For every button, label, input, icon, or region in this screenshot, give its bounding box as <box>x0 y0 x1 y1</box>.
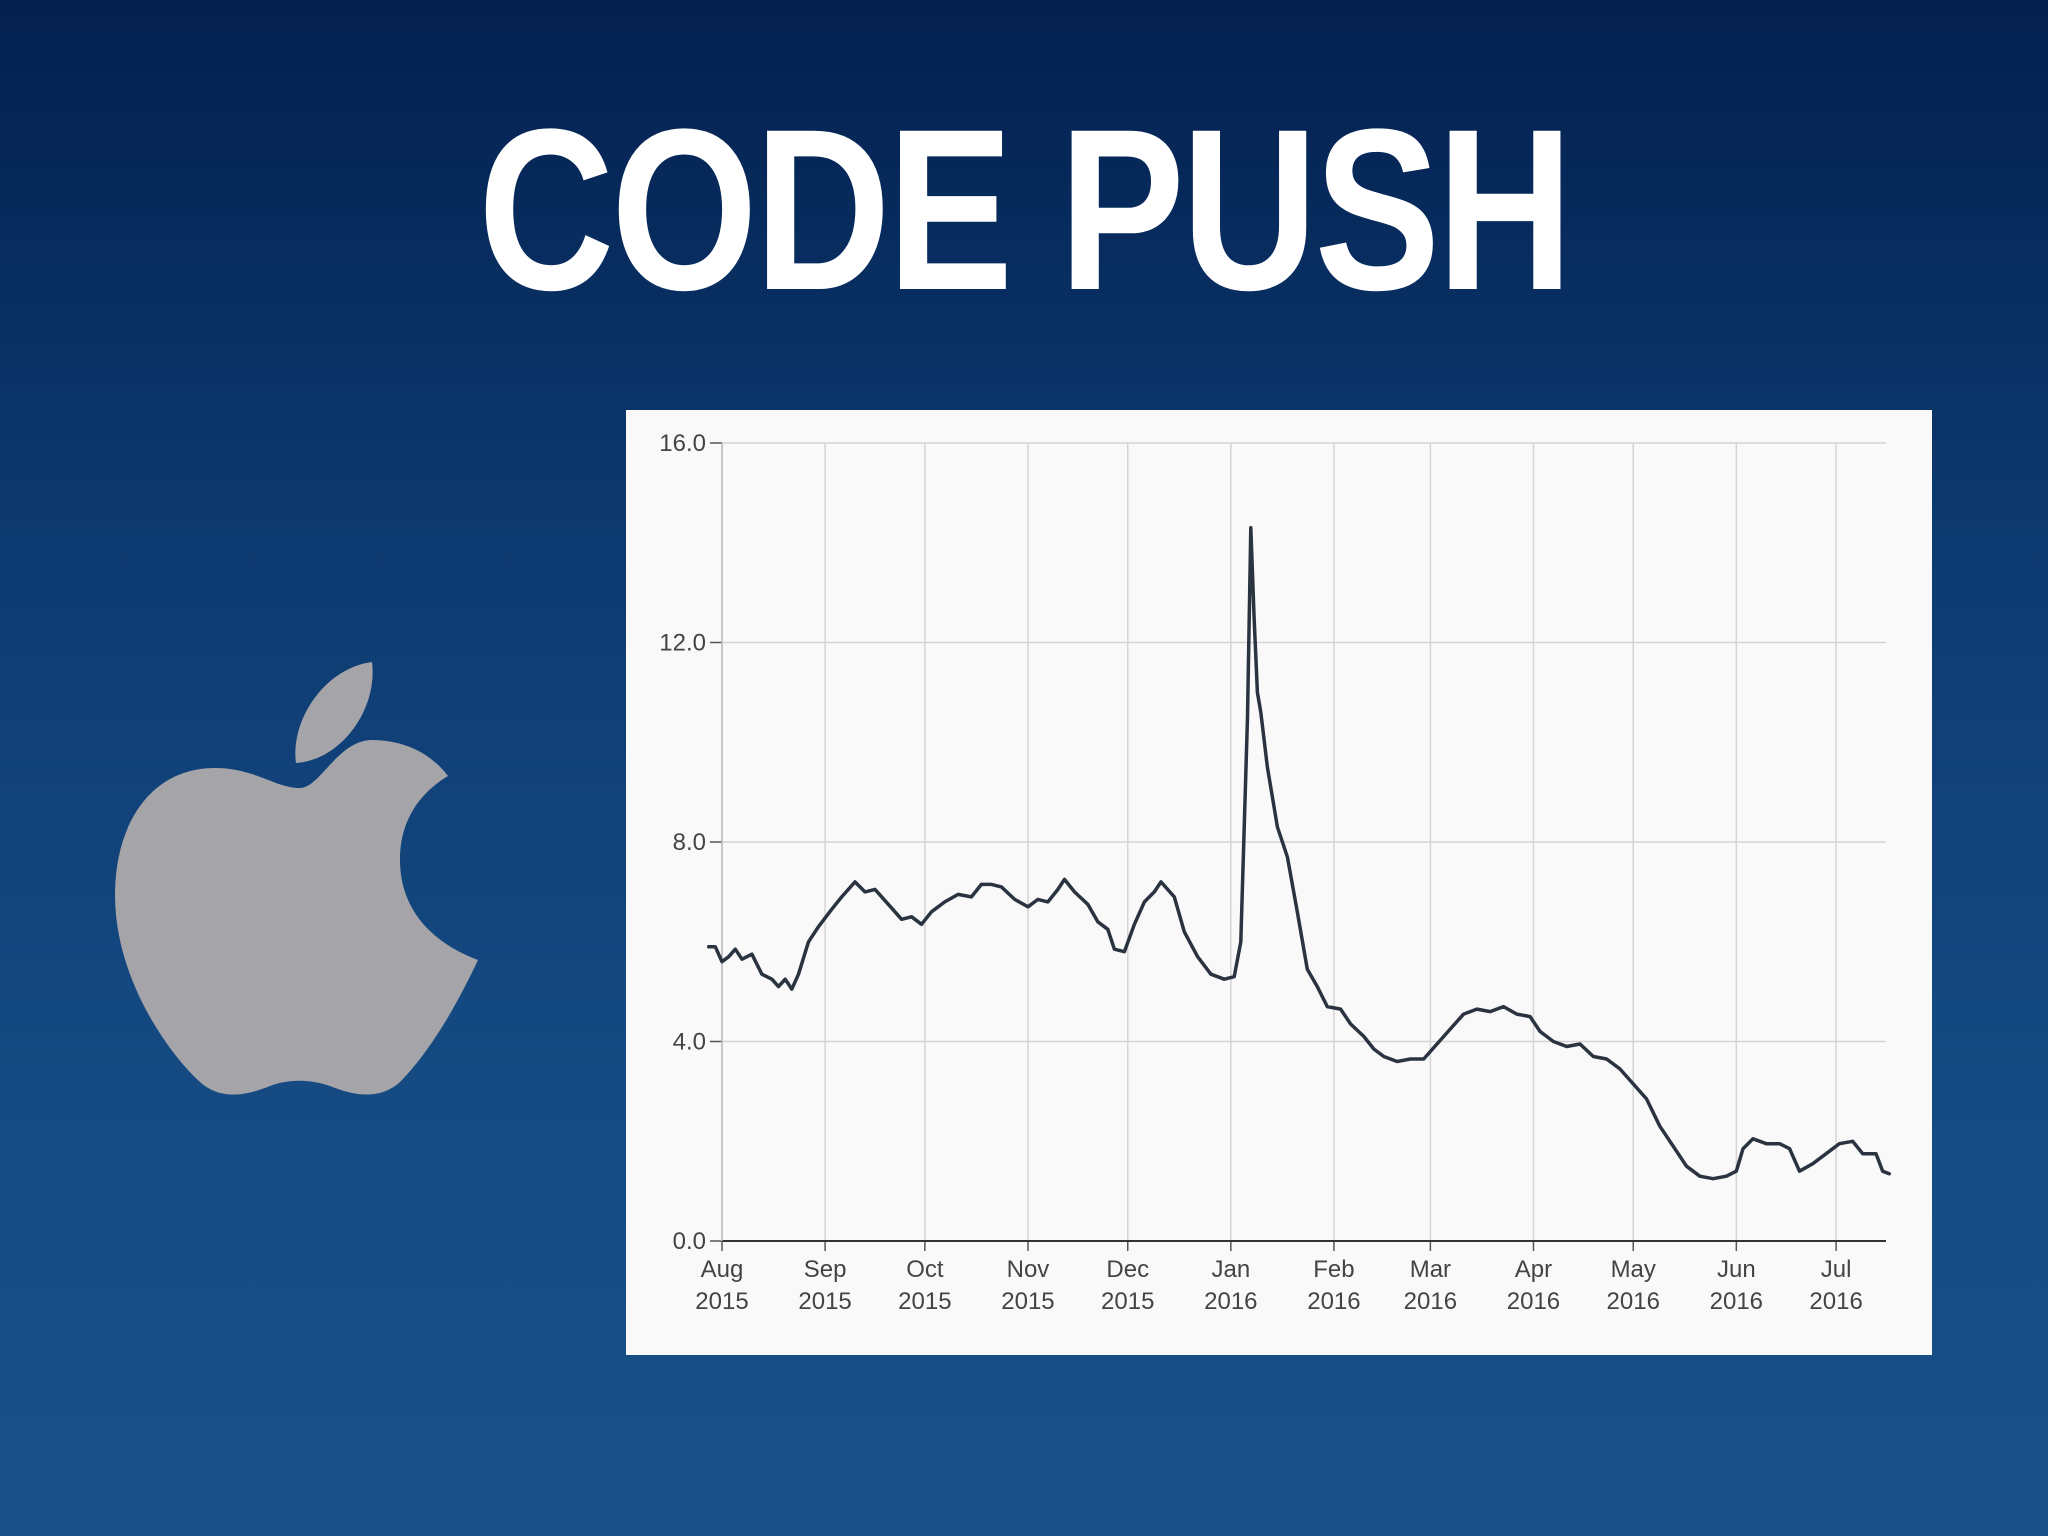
x-tick-label-year: 2015 <box>798 1288 851 1315</box>
apple-logo-body <box>115 740 478 1095</box>
axis-layer: 0.0 4.0 8.0 12.0 16.0 Aug 2015 Sep 2015 Oct 2015 No… <box>659 430 1886 1315</box>
x-tick-label-month: Dec <box>1106 1256 1149 1283</box>
series-line <box>706 526 1892 1181</box>
x-tick-label-month: Feb <box>1313 1256 1354 1283</box>
y-tick-label: 12.0 <box>659 630 706 657</box>
apple-logo-leaf <box>295 662 373 763</box>
x-tick-label-month: Jun <box>1717 1256 1756 1283</box>
x-tick-label-month: Apr <box>1515 1256 1552 1283</box>
x-tick-label-month: Jul <box>1821 1256 1852 1283</box>
apple-logo-icon <box>115 662 478 1095</box>
x-tick-label-year: 2015 <box>1101 1288 1154 1315</box>
x-tick-label-year: 2016 <box>1307 1288 1360 1315</box>
y-tick-label: 16.0 <box>659 430 706 457</box>
x-tick-label-month: Mar <box>1410 1256 1451 1283</box>
chart-panel: 0.0 4.0 8.0 12.0 16.0 Aug 2015 Sep 2015 Oct 2015 No… <box>626 410 1932 1355</box>
x-tick-label-year: 2015 <box>1001 1288 1054 1315</box>
x-tick-label-month: Aug <box>701 1256 744 1283</box>
x-tick-label-year: 2016 <box>1607 1288 1660 1315</box>
y-tick-label: 4.0 <box>673 1029 706 1056</box>
x-tick-label-year: 2015 <box>898 1288 951 1315</box>
series-layer <box>706 526 1892 1181</box>
grid-layer <box>721 442 1886 1241</box>
x-tick-label-year: 2015 <box>695 1288 748 1315</box>
x-tick-label-year: 2016 <box>1710 1288 1763 1315</box>
x-tick-label-month: Nov <box>1007 1256 1050 1283</box>
x-tick-label-month: May <box>1611 1256 1656 1283</box>
x-tick-label-year: 2016 <box>1404 1288 1457 1315</box>
slide-title: CODE PUSH <box>478 81 1573 338</box>
y-tick-label: 8.0 <box>673 829 706 856</box>
x-tick-label-year: 2016 <box>1204 1288 1257 1315</box>
x-tick-label-year: 2016 <box>1809 1288 1862 1315</box>
x-tick-label-month: Jan <box>1211 1256 1250 1283</box>
x-tick-label-month: Oct <box>906 1256 944 1283</box>
line-chart: 0.0 4.0 8.0 12.0 16.0 Aug 2015 Sep 2015 Oct 2015 No… <box>659 430 1892 1315</box>
x-tick-label-month: Sep <box>804 1256 847 1283</box>
x-tick-label-year: 2016 <box>1507 1288 1560 1315</box>
y-tick-label: 0.0 <box>673 1228 706 1255</box>
